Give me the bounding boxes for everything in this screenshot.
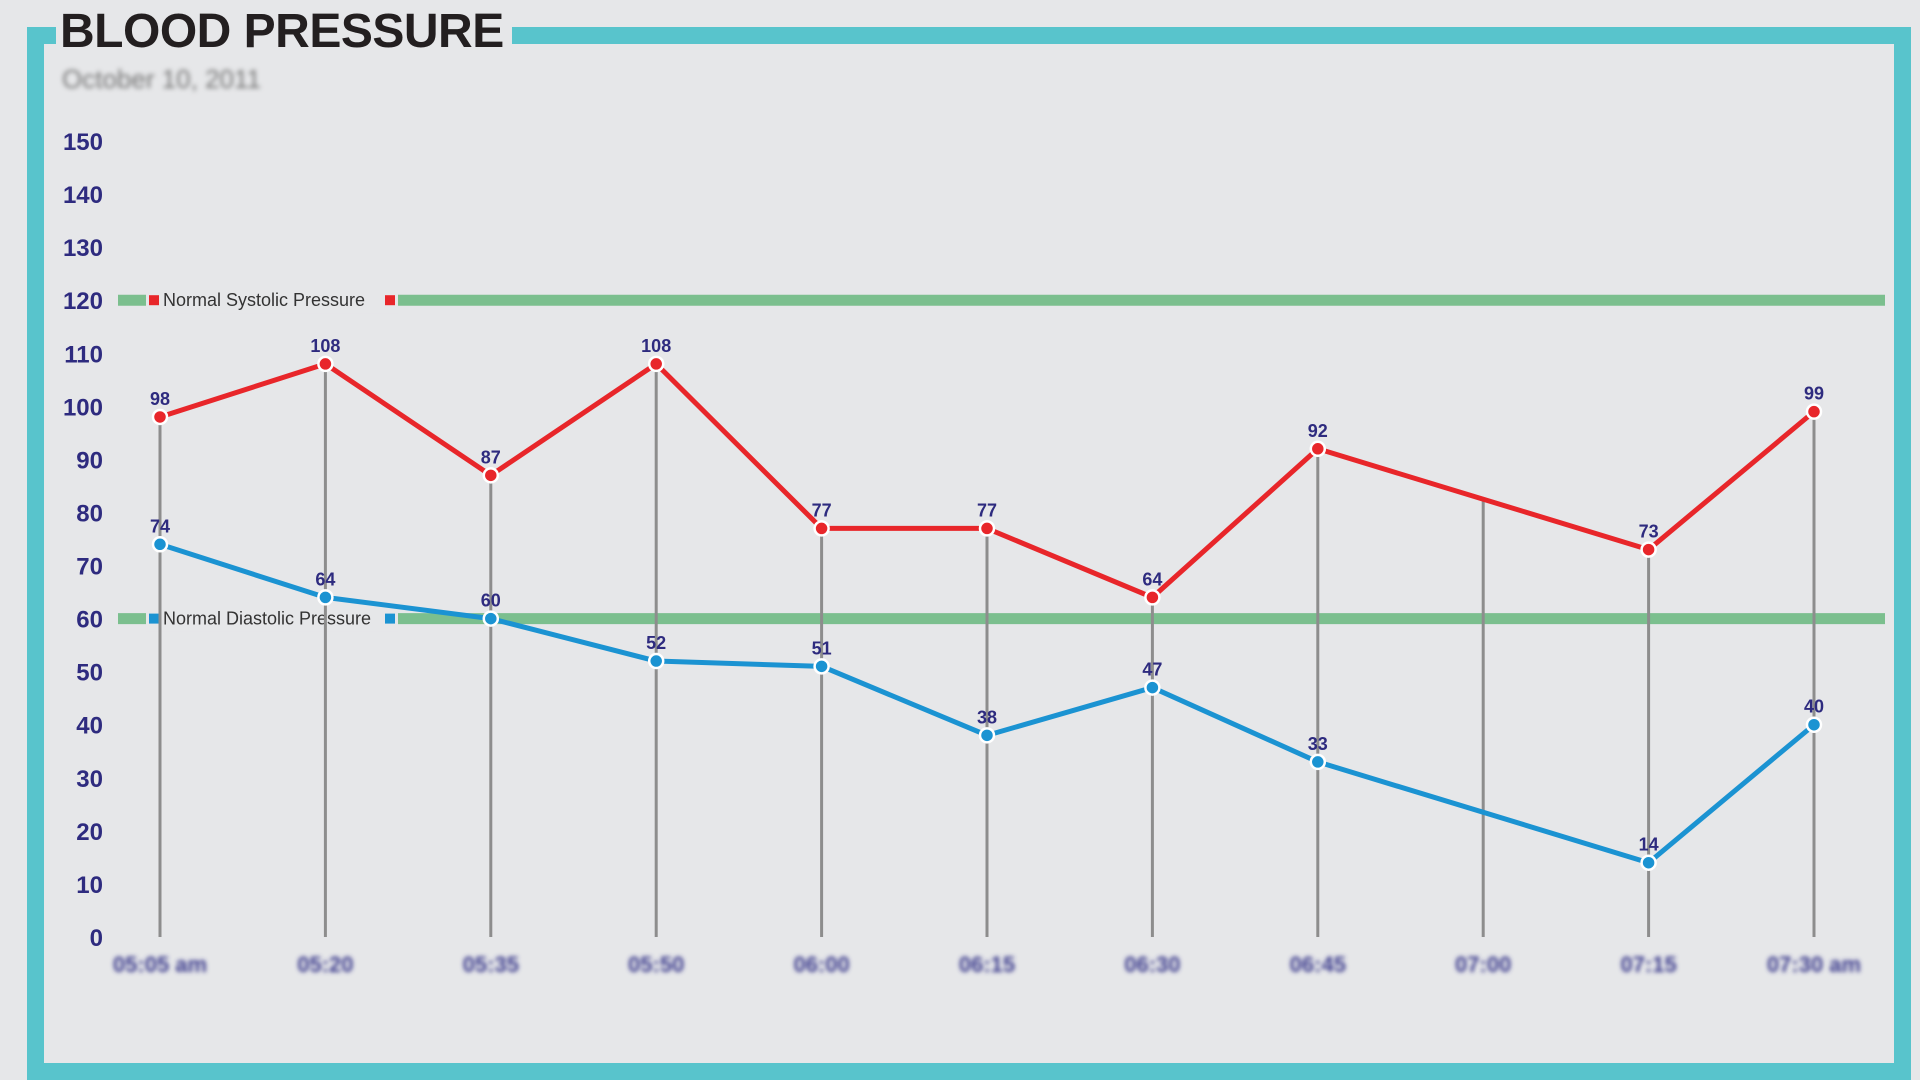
point-systolic-3 bbox=[647, 355, 665, 373]
y-tick-label-0: 0 bbox=[90, 925, 103, 952]
y-tick-label-70: 70 bbox=[76, 554, 103, 581]
y-tick-label-80: 80 bbox=[76, 500, 103, 527]
y-tick-labels-layer: 0 10 20 30 40 50 60 70 80 90 100 110 120 130 140 150 bbox=[63, 129, 103, 952]
point-systolic-10 bbox=[1805, 403, 1823, 420]
x-tick-label-0: 05:05 am bbox=[113, 952, 207, 977]
data-label-systolic-6: 64 bbox=[1142, 569, 1162, 589]
point-diastolic-1 bbox=[317, 589, 334, 606]
reference-label-0: Normal Systolic Pressure bbox=[163, 290, 365, 310]
point-diastolic-2 bbox=[482, 610, 500, 627]
reference-lines-layer: Normal Systolic Pressure Normal Diastolic… bbox=[118, 287, 1885, 632]
point-diastolic-3 bbox=[647, 652, 665, 670]
point-systolic-5 bbox=[978, 520, 996, 537]
y-tick-label-40: 40 bbox=[76, 713, 103, 740]
y-tick-label-10: 10 bbox=[76, 872, 103, 899]
data-label-diastolic-3: 52 bbox=[646, 633, 666, 653]
x-tick-label-5: 06:15 bbox=[959, 952, 1015, 977]
y-tick-label-60: 60 bbox=[76, 607, 103, 634]
x-tick-labels-layer: 05:05 am 05:20 05:35 05:50 06:00 06:15 06:30 06… bbox=[113, 952, 1861, 977]
x-tick-label-9: 07:15 bbox=[1620, 952, 1676, 977]
data-label-systolic-10: 99 bbox=[1804, 384, 1824, 404]
y-tick-label-30: 30 bbox=[76, 766, 103, 793]
series-layer bbox=[151, 355, 1823, 871]
reference-marker-left-1 bbox=[149, 613, 159, 624]
y-tick-label-90: 90 bbox=[76, 447, 103, 474]
point-systolic-1 bbox=[317, 355, 334, 373]
y-tick-label-100: 100 bbox=[63, 394, 103, 421]
data-label-systolic-1: 108 bbox=[310, 336, 340, 356]
point-diastolic-0 bbox=[151, 536, 169, 553]
point-diastolic-6 bbox=[1144, 679, 1161, 696]
vertical-stems-layer bbox=[158, 363, 1816, 937]
data-label-systolic-2: 87 bbox=[481, 447, 501, 467]
x-tick-label-3: 05:50 bbox=[628, 952, 684, 977]
data-label-diastolic-5: 38 bbox=[977, 707, 997, 727]
data-label-diastolic-10: 40 bbox=[1804, 697, 1824, 717]
x-tick-label-7: 06:45 bbox=[1290, 952, 1346, 977]
point-systolic-7 bbox=[1309, 440, 1327, 458]
chart-title: BLOOD PRESSURE bbox=[60, 5, 504, 58]
x-tick-label-2: 05:35 bbox=[463, 952, 519, 977]
data-label-diastolic-1: 64 bbox=[315, 569, 335, 589]
data-label-systolic-7: 92 bbox=[1308, 421, 1328, 441]
point-diastolic-9 bbox=[1640, 854, 1657, 871]
series-line-diastolic bbox=[159, 541, 1816, 866]
point-systolic-6 bbox=[1144, 589, 1161, 606]
y-tick-label-50: 50 bbox=[76, 660, 103, 687]
y-tick-label-120: 120 bbox=[63, 288, 103, 315]
point-diastolic-7 bbox=[1309, 753, 1327, 771]
data-label-systolic-3: 108 bbox=[641, 336, 671, 356]
reference-marker-right-0 bbox=[385, 295, 395, 306]
data-label-diastolic-2: 60 bbox=[481, 591, 501, 611]
data-label-diastolic-0: 74 bbox=[150, 516, 170, 536]
reference-marker-left-0 bbox=[149, 295, 159, 306]
point-diastolic-10 bbox=[1805, 716, 1823, 733]
point-diastolic-4 bbox=[813, 658, 830, 675]
y-tick-label-20: 20 bbox=[76, 819, 103, 846]
data-label-systolic-9: 73 bbox=[1639, 522, 1659, 542]
reference-label-1: Normal Diastolic Pressure bbox=[163, 609, 371, 629]
x-tick-label-6: 06:30 bbox=[1124, 952, 1180, 977]
data-labels-layer: 98 108 87 108 77 77 64 92 73 99 74 64 60 52 51 38 47 33 14… bbox=[150, 336, 1824, 855]
x-tick-label-4: 06:00 bbox=[793, 952, 849, 977]
series-line-systolic bbox=[159, 361, 1816, 600]
x-tick-label-10: 07:30 am bbox=[1767, 952, 1861, 977]
data-label-systolic-4: 77 bbox=[812, 500, 832, 520]
point-systolic-0 bbox=[151, 408, 169, 426]
y-tick-label-150: 150 bbox=[63, 129, 103, 156]
x-tick-label-8: 07:00 bbox=[1455, 952, 1511, 977]
point-diastolic-5 bbox=[978, 727, 996, 744]
data-label-diastolic-7: 33 bbox=[1308, 734, 1328, 754]
x-tick-label-1: 05:20 bbox=[297, 952, 353, 977]
data-label-systolic-5: 77 bbox=[977, 500, 997, 520]
data-label-diastolic-9: 14 bbox=[1639, 835, 1659, 855]
point-systolic-2 bbox=[482, 467, 500, 484]
data-label-systolic-0: 98 bbox=[150, 389, 170, 409]
reference-label-bg-0 bbox=[146, 287, 398, 314]
axes-layer bbox=[108, 115, 1848, 943]
y-tick-label-140: 140 bbox=[63, 182, 103, 209]
data-label-diastolic-6: 47 bbox=[1142, 660, 1162, 680]
point-systolic-4 bbox=[813, 520, 830, 537]
reference-marker-right-1 bbox=[385, 613, 395, 624]
point-systolic-9 bbox=[1640, 541, 1657, 558]
chart-subtitle: October 10, 2011 bbox=[62, 64, 261, 94]
y-tick-label-130: 130 bbox=[63, 235, 103, 262]
title-box: BLOOD PRESSURE bbox=[56, 8, 512, 58]
data-label-diastolic-4: 51 bbox=[812, 638, 832, 658]
y-tick-label-110: 110 bbox=[64, 341, 103, 368]
reference-label-bg-1 bbox=[146, 605, 398, 632]
